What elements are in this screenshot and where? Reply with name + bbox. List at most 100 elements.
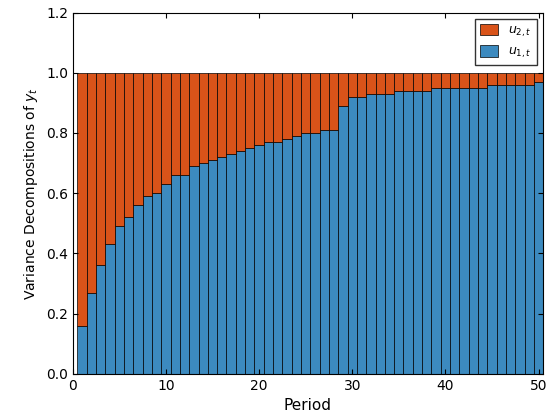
Bar — [366, 94, 376, 374]
Legend: $u_{2,t}$, $u_{1,t}$: $u_{2,t}$, $u_{1,t}$ — [474, 19, 537, 65]
Bar — [199, 163, 208, 374]
Bar — [385, 94, 394, 374]
Bar — [459, 88, 469, 374]
Bar — [320, 73, 329, 130]
Bar — [133, 205, 143, 374]
Bar — [208, 73, 217, 160]
Bar — [161, 73, 171, 184]
Bar — [525, 85, 534, 374]
Bar — [171, 175, 180, 374]
Bar — [506, 85, 515, 374]
Bar — [357, 97, 366, 374]
Bar — [236, 73, 245, 151]
Bar — [376, 73, 385, 94]
Bar — [124, 217, 133, 374]
Bar — [376, 94, 385, 374]
Bar — [478, 88, 487, 374]
Bar — [282, 139, 292, 374]
Bar — [534, 82, 543, 374]
Bar — [96, 265, 105, 374]
Bar — [264, 142, 273, 374]
Bar — [310, 133, 320, 374]
Bar — [422, 91, 431, 374]
Bar — [273, 142, 282, 374]
Bar — [459, 73, 469, 88]
Bar — [385, 73, 394, 94]
Bar — [487, 73, 497, 85]
Bar — [487, 85, 497, 374]
Bar — [226, 154, 236, 374]
Bar — [87, 73, 96, 292]
Bar — [515, 85, 525, 374]
Bar — [115, 226, 124, 374]
Bar — [441, 88, 450, 374]
Bar — [77, 326, 87, 374]
Bar — [236, 151, 245, 374]
Bar — [264, 73, 273, 142]
Bar — [310, 73, 320, 133]
Bar — [105, 244, 115, 374]
Bar — [525, 73, 534, 85]
Bar — [199, 73, 208, 163]
Bar — [357, 73, 366, 97]
Bar — [422, 73, 431, 91]
Bar — [301, 73, 310, 133]
Bar — [329, 73, 338, 130]
Bar — [366, 73, 376, 94]
Bar — [143, 73, 152, 196]
Bar — [208, 160, 217, 374]
Bar — [217, 157, 226, 374]
Bar — [143, 196, 152, 374]
Bar — [431, 73, 441, 88]
Bar — [338, 106, 348, 374]
Bar — [348, 97, 357, 374]
Bar — [217, 73, 226, 157]
Bar — [348, 73, 357, 97]
Bar — [254, 73, 264, 145]
Bar — [403, 73, 413, 91]
Bar — [441, 73, 450, 88]
Bar — [469, 73, 478, 88]
Bar — [506, 73, 515, 85]
Y-axis label: Variance Decompositions of $y_t$: Variance Decompositions of $y_t$ — [22, 87, 40, 300]
Bar — [133, 73, 143, 205]
Bar — [273, 73, 282, 142]
Bar — [394, 91, 403, 374]
Bar — [301, 133, 310, 374]
Bar — [180, 175, 189, 374]
X-axis label: Period: Period — [284, 398, 332, 413]
Bar — [403, 91, 413, 374]
Bar — [320, 130, 329, 374]
Bar — [497, 85, 506, 374]
Bar — [180, 73, 189, 175]
Bar — [282, 73, 292, 139]
Bar — [292, 136, 301, 374]
Bar — [450, 88, 459, 374]
Bar — [534, 73, 543, 82]
Bar — [413, 91, 422, 374]
Bar — [189, 166, 199, 374]
Bar — [329, 130, 338, 374]
Bar — [394, 73, 403, 91]
Bar — [226, 73, 236, 154]
Bar — [245, 148, 254, 374]
Bar — [124, 73, 133, 217]
Bar — [189, 73, 199, 166]
Bar — [115, 73, 124, 226]
Bar — [152, 193, 161, 374]
Bar — [77, 73, 87, 326]
Bar — [497, 73, 506, 85]
Bar — [152, 73, 161, 193]
Bar — [87, 292, 96, 374]
Bar — [171, 73, 180, 175]
Bar — [292, 73, 301, 136]
Bar — [254, 145, 264, 374]
Bar — [245, 73, 254, 148]
Bar — [161, 184, 171, 374]
Bar — [431, 88, 441, 374]
Bar — [515, 73, 525, 85]
Bar — [469, 88, 478, 374]
Bar — [413, 73, 422, 91]
Bar — [478, 73, 487, 88]
Bar — [450, 73, 459, 88]
